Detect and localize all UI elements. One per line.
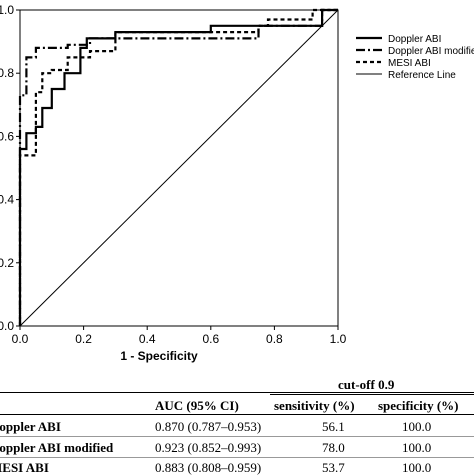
row-rule <box>0 436 474 437</box>
results-table: cut-off 0.9 AUC (95% CI) sensitivity (%)… <box>0 370 474 475</box>
legend-label: Reference Line <box>388 70 456 81</box>
cell-auc-mesi: 0.883 (0.808–0.959) <box>155 460 262 475</box>
x-tick-label: 0.2 <box>75 332 92 346</box>
col-header-sensitivity: sensitivity (%) <box>274 398 355 413</box>
y-tick-label: 0.2 <box>0 256 14 270</box>
table-top-rule <box>0 392 474 393</box>
cell-spec-doppler-modified: 100.0 <box>402 440 432 455</box>
row-label-mesi: MESI ABI <box>0 460 49 475</box>
legend-label: Doppler ABI modified <box>388 46 474 57</box>
y-tick-label: 0.4 <box>0 193 14 207</box>
x-tick-label: 0.8 <box>266 332 283 346</box>
x-tick-label: 0.4 <box>139 332 156 346</box>
col-header-auc: AUC (95% CI) <box>155 398 239 413</box>
cell-sens-doppler: 56.1 <box>322 419 345 434</box>
header-rule <box>0 414 474 415</box>
x-tick-label: 0.0 <box>12 332 29 346</box>
y-tick-label: 0.6 <box>0 129 14 143</box>
x-tick-label: 0.6 <box>202 332 219 346</box>
cell-spec-mesi: 100.0 <box>402 460 432 475</box>
y-tick-label: 0.8 <box>0 66 14 80</box>
series-line-mesi-abi <box>18 8 338 326</box>
legend-label: Doppler ABI <box>388 34 441 45</box>
row-rule <box>0 457 474 458</box>
col-header-specificity: specificity (%) <box>378 398 459 413</box>
cell-auc-doppler: 0.870 (0.787–0.953) <box>155 419 262 434</box>
series-line-doppler-abi <box>18 8 338 326</box>
series-line-doppler-abi-modified <box>18 8 338 326</box>
x-tick-label: 1.0 <box>330 332 347 346</box>
legend-label: MESI ABI <box>388 58 431 69</box>
row-label-doppler: Doppler ABI <box>0 419 61 434</box>
cell-sens-mesi: 53.7 <box>322 460 345 475</box>
y-tick-label: 1.0 <box>0 3 14 17</box>
cell-auc-doppler-modified: 0.923 (0.852–0.993) <box>155 440 262 455</box>
cell-sens-doppler-modified: 78.0 <box>322 440 345 455</box>
y-tick-label: 0.0 <box>0 319 14 333</box>
x-axis-label: 1 - Specificity <box>120 349 198 363</box>
group-header-rule <box>270 394 474 395</box>
cell-spec-doppler: 100.0 <box>402 419 432 434</box>
series-line-reference-line <box>19 9 339 327</box>
row-label-doppler-modified: Doppler ABI modified <box>0 440 114 455</box>
table-group-header: cut-off 0.9 <box>338 377 395 392</box>
